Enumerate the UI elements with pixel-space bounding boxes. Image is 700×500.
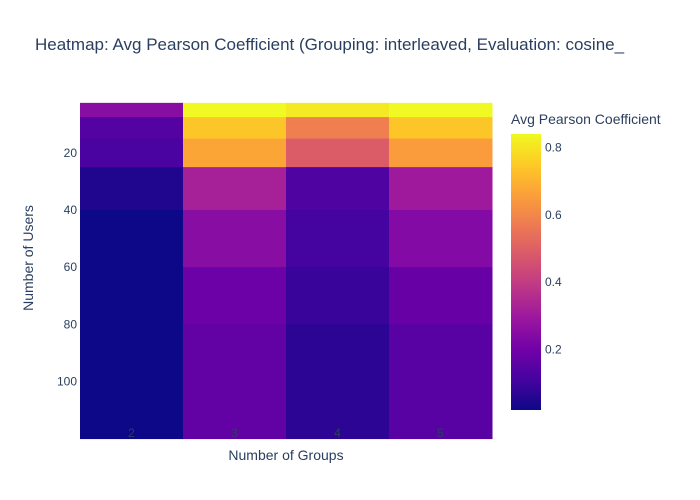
heatmap-cell	[80, 324, 184, 382]
x-axis-ticks: 2 3 4 5	[128, 426, 444, 440]
heatmap-cell	[80, 102, 184, 118]
colorbar	[511, 134, 541, 410]
heatmap-cell	[286, 267, 390, 325]
heatmap-cell	[389, 117, 493, 140]
x-tick-label: 4	[334, 426, 341, 440]
heatmap-cell	[389, 167, 493, 211]
heatmap-cell	[80, 210, 184, 268]
heatmap-cell	[80, 138, 184, 168]
chart-title: Heatmap: Avg Pearson Coefficient (Groupi…	[35, 35, 625, 54]
heatmap-cell	[183, 267, 287, 325]
heatmap-cell	[286, 138, 390, 168]
heatmap-cell	[286, 324, 390, 382]
y-axis-ticks: 20 40 60 80 100	[57, 146, 77, 389]
x-axis-label: Number of Groups	[228, 447, 343, 463]
x-tick-label: 2	[128, 426, 135, 440]
heatmap-cell	[183, 381, 287, 440]
heatmap-cell	[286, 167, 390, 211]
heatmap-cell	[183, 117, 287, 140]
heatmap-cell	[389, 102, 493, 118]
heatmap-cell	[80, 267, 184, 325]
heatmap-cell	[389, 381, 493, 440]
heatmap-cell	[286, 117, 390, 140]
heatmap-cell	[183, 210, 287, 268]
heatmap-cell	[183, 138, 287, 168]
y-axis-label: Number of Users	[20, 205, 36, 311]
heatmap-cell	[389, 324, 493, 382]
y-tick-label: 40	[64, 203, 78, 217]
heatmap-cell	[80, 167, 184, 211]
heatmap-cell	[286, 381, 390, 440]
y-tick-label: 100	[57, 374, 77, 388]
heatmap-cell	[183, 102, 287, 118]
colorbar-tick-label: 0.2	[545, 342, 562, 356]
y-tick-label: 80	[64, 317, 78, 331]
heatmap-cell	[286, 102, 390, 118]
heatmap-cell	[183, 167, 287, 211]
x-tick-label: 5	[437, 426, 444, 440]
colorbar-tick-label: 0.4	[545, 275, 562, 289]
x-tick-label: 3	[231, 426, 238, 440]
heatmap-cell	[389, 210, 493, 268]
colorbar-tick-label: 0.6	[545, 208, 562, 222]
y-tick-label: 20	[64, 146, 78, 160]
heatmap-cell	[80, 117, 184, 140]
heatmap-cell	[80, 381, 184, 440]
colorbar-ticks: 0.2 0.4 0.6 0.8	[545, 140, 562, 356]
colorbar-title: Avg Pearson Coefficient	[511, 111, 661, 127]
heatmap-cell	[389, 267, 493, 325]
heatmap-cell	[389, 138, 493, 168]
y-tick-label: 60	[64, 260, 78, 274]
colorbar-tick-label: 0.8	[545, 140, 562, 154]
heatmap-cell	[183, 324, 287, 382]
heatmap-cells	[80, 102, 493, 440]
heatmap-cell	[286, 210, 390, 268]
